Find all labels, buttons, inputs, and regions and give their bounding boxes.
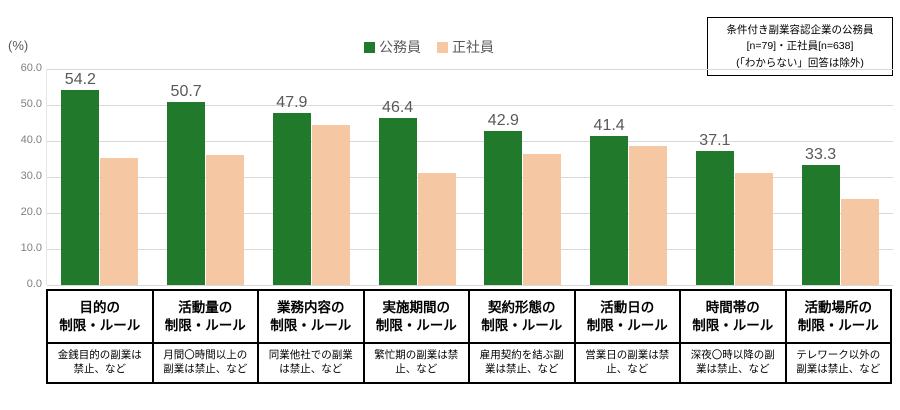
category-cell: 実施期間の 制限・ルール繁忙期の副業は禁 止、など	[364, 291, 470, 382]
bar-group: 47.9	[259, 69, 365, 285]
category-sublabel: 深夜〇時以降の副 業は禁止、など	[690, 349, 775, 375]
gridline	[47, 285, 893, 286]
y-tick-label: 50.0	[20, 98, 42, 110]
bar-value-label: 54.2	[64, 70, 96, 88]
y-tick-label: 20.0	[20, 206, 42, 218]
bar-value-label: 50.7	[170, 83, 202, 101]
y-axis-unit-label: (%)	[8, 38, 29, 53]
bar-civil-servant: 33.3	[801, 146, 840, 285]
bar-group: 50.7	[153, 69, 259, 285]
bar-civil-servant: 46.4	[378, 99, 417, 285]
legend-swatch-civil-servant-icon	[364, 41, 375, 53]
bar-group: 46.4	[364, 69, 470, 285]
category-header: 契約形態の 制限・ルール	[470, 291, 574, 344]
category-header: 実施期間の 制限・ルール	[364, 291, 468, 344]
category-sublabel: 繁忙期の副業は禁 止、など	[374, 349, 459, 375]
y-tick-label: 10.0	[20, 242, 42, 254]
gridline	[47, 105, 893, 106]
note-line-1: 条件付き副業容認企業の公務員	[726, 24, 874, 36]
category-cell: 活動場所の 制限・ルールテレワーク以外の 副業は禁止、など	[786, 291, 890, 382]
bar-civil-servant: 47.9	[272, 94, 311, 285]
category-sublabel: 同業他社での副業 は禁止、など	[268, 349, 353, 375]
category-cell: 活動量の 制限・ルール月間〇時間以上の 副業は禁止、など	[153, 291, 259, 382]
bar-regular-employee	[417, 173, 456, 285]
note-line-2: [n=79]・正社員[n=638]	[746, 40, 854, 53]
category-header: 活動場所の 制限・ルール	[786, 291, 890, 344]
bar-group: 41.4	[576, 69, 682, 285]
bar-value-label: 41.4	[593, 116, 625, 134]
bar-civil-servant: 50.7	[167, 83, 206, 285]
y-tick-label: 40.0	[20, 134, 42, 146]
legend-item-civil-servant: 公務員	[364, 37, 421, 57]
note-box: 条件付き副業容認企業の公務員 [n=79]・正社員[n=638] (「わからない…	[707, 17, 893, 76]
bar-value-label: 42.9	[487, 111, 519, 129]
legend-swatch-regular-employee-icon	[437, 41, 448, 53]
note-line-3: (「わからない」回答は除外)	[736, 56, 864, 69]
category-sublabel: 金銭目的の副業は 禁止、など	[57, 349, 142, 375]
legend-item-regular-employee: 正社員	[437, 37, 494, 57]
category-sublabel: テレワーク以外の 副業は禁止、など	[796, 349, 881, 375]
bar-value-label: 46.4	[382, 98, 414, 116]
bar-value-label: 47.9	[276, 93, 308, 111]
category-cell: 業務内容の 制限・ルール同業他社での副業 は禁止、など	[259, 291, 365, 382]
category-header: 活動量の 制限・ルール	[153, 291, 257, 344]
y-tick-label: 0.0	[26, 278, 42, 290]
category-table: 目的の 制限・ルール金銭目的の副業は 禁止、など 活動量の 制限・ルール月間〇時間…	[46, 289, 892, 384]
bar-regular-employee	[206, 155, 245, 285]
bar-regular-employee	[523, 153, 562, 285]
bar-regular-employee	[734, 172, 773, 285]
y-tick-label: 60.0	[20, 62, 42, 74]
bar-civil-servant: 37.1	[695, 132, 734, 285]
bar-group: 37.1	[682, 69, 788, 285]
category-header: 業務内容の 制限・ルール	[259, 291, 363, 344]
bar-civil-servant: 41.4	[590, 117, 629, 285]
category-header: 時間帯の 制限・ルール	[681, 291, 785, 344]
category-sublabel: 営業日の副業は禁 止、など	[585, 349, 670, 375]
bar-group: 54.2	[47, 69, 153, 285]
category-cell: 契約形態の 制限・ルール雇用契約を結ぶ副 業は禁止、など	[470, 291, 576, 382]
category-header: 活動日の 制限・ルール	[575, 291, 679, 344]
y-tick-label: 30.0	[20, 170, 42, 182]
bar-regular-employee	[100, 157, 139, 285]
y-axis: 60.0 50.0 40.0 30.0 20.0 10.0 0.0	[0, 0, 42, 300]
legend-label-regular-employee: 正社員	[452, 39, 494, 55]
bar-group: 42.9	[470, 69, 576, 285]
category-cell: 活動日の 制限・ルール営業日の副業は禁 止、など	[575, 291, 681, 382]
gridline	[47, 249, 893, 250]
category-header: 目的の 制限・ルール	[48, 291, 152, 344]
category-cell: 時間帯の 制限・ルール深夜〇時以降の副 業は禁止、など	[681, 291, 787, 382]
plot-area: 54.2 50.7 47.9 46.4 42.9 41.4 37.1 33.3	[46, 69, 893, 286]
bar-groups: 54.2 50.7 47.9 46.4 42.9 41.4 37.1 33.3	[47, 69, 893, 285]
bar-regular-employee	[311, 124, 350, 285]
bar-civil-servant: 42.9	[484, 112, 523, 285]
gridline	[47, 177, 893, 178]
gridline	[47, 69, 893, 70]
bar-civil-servant: 54.2	[61, 71, 100, 285]
bar-regular-employee	[840, 198, 879, 285]
category-cell: 目的の 制限・ルール金銭目的の副業は 禁止、など	[48, 291, 154, 382]
bar-value-label: 33.3	[805, 146, 837, 164]
chart-legend: 公務員 正社員	[364, 37, 494, 57]
legend-label-civil-servant: 公務員	[379, 39, 421, 55]
bar-regular-employee	[629, 146, 668, 285]
category-sublabel: 月間〇時間以上の 副業は禁止、など	[163, 349, 248, 375]
gridline	[47, 213, 893, 214]
bar-value-label: 37.1	[699, 132, 731, 150]
bar-group: 33.3	[787, 69, 893, 285]
gridline	[47, 141, 893, 142]
category-sublabel: 雇用契約を結ぶ副 業は禁止、など	[479, 349, 564, 375]
